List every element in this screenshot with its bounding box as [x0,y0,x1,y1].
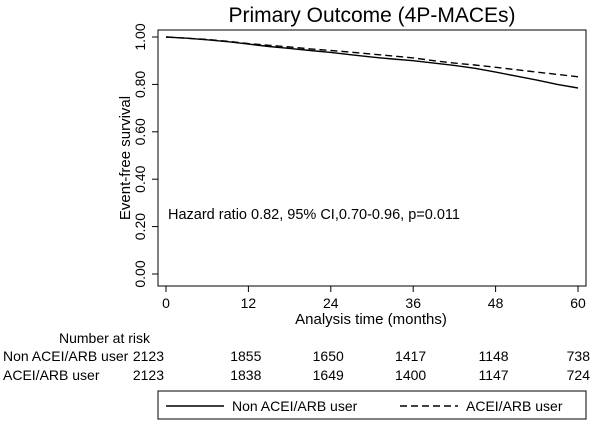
risk-count: 1148 [478,348,508,364]
x-axis: 0 12 24 36 48 60 [162,286,586,311]
y-tick-label: 0.60 [132,118,148,145]
y-tick-label: 0.80 [132,71,148,98]
risk-count: 1650 [313,348,344,364]
x-tick-label: 12 [241,295,257,311]
legend-label: ACEI/ARB user [466,398,563,414]
risk-count: 1838 [230,367,261,383]
risk-table-heading: Number at risk [59,330,151,346]
risk-count: 738 [567,348,591,364]
y-axis: 0.00 0.20 0.40 0.60 0.80 1.00 [132,23,158,288]
series-line-non-acei-arb-user [165,36,579,89]
y-tick-label: 0.00 [132,260,148,287]
series-layer [165,36,579,89]
x-tick-label: 48 [488,295,504,311]
legend-label: Non ACEI/ARB user [232,398,358,414]
y-tick-label: 0.40 [132,165,148,192]
x-axis-label: Analysis time (months) [295,311,447,328]
chart-title: Primary Outcome (4P-MACEs) [228,4,515,27]
y-tick-label: 1.00 [132,23,148,50]
y-tick-label: 0.20 [132,213,148,240]
risk-row-label: Non ACEI/ARB user [3,348,129,364]
risk-count: 1855 [230,348,261,364]
risk-count: 1147 [478,367,508,383]
risk-count: 724 [567,367,591,383]
risk-count: 2123 [133,367,164,383]
risk-row-label: ACEI/ARB user [3,367,100,383]
risk-count: 1649 [313,367,344,383]
hazard-ratio-annotation: Hazard ratio 0.82, 95% CI,0.70-0.96, p=0… [168,207,460,223]
x-tick-label: 24 [323,295,339,311]
risk-count: 2123 [133,348,164,364]
legend: Non ACEI/ARB user ACEI/ARB user [157,390,587,420]
plot-area-frame [157,29,587,287]
x-tick-label: 60 [570,295,586,311]
risk-table: Number at risk Non ACEI/ARB user 2123 1855… [3,330,590,383]
legend-box [157,390,587,420]
risk-count: 1417 [395,348,426,364]
series-line-acei-arb-user [165,36,579,78]
x-tick-label: 0 [162,295,170,311]
x-tick-label: 36 [405,295,421,311]
risk-count: 1400 [395,367,426,383]
y-axis-label: Event-free survival [117,96,134,220]
